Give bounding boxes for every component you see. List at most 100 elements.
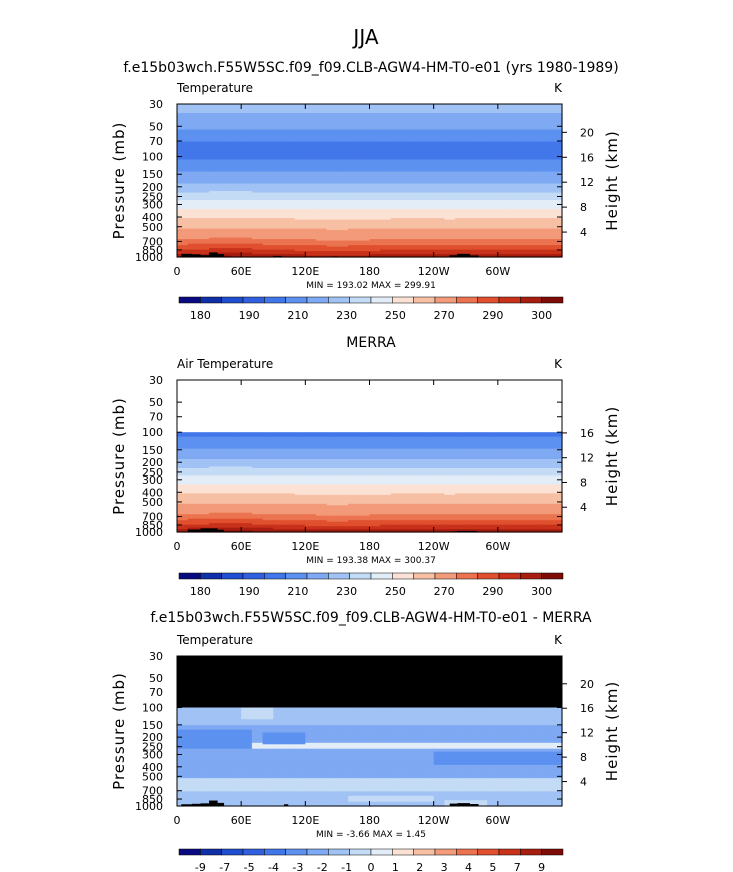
heatmap-cell [540, 254, 552, 257]
heatmap-cell [294, 444, 306, 447]
heatmap-cell [529, 200, 542, 203]
heatmap-cell [455, 441, 467, 444]
heatmap-cell [337, 188, 349, 191]
heatmap-cell [455, 168, 467, 171]
heatmap-cell [230, 204, 242, 207]
heatmap-cell [444, 174, 456, 177]
heatmap-cell [551, 210, 563, 213]
heatmap-cell [219, 243, 232, 246]
heatmap-cell [529, 221, 542, 224]
heatmap-cell [497, 472, 510, 475]
heatmap-cell [455, 236, 467, 239]
heatmap-cell [433, 117, 445, 120]
heatmap-cell [337, 128, 349, 131]
heatmap-cell [283, 237, 296, 240]
heatmap-cell [177, 179, 189, 182]
heatmap-cell [412, 243, 424, 246]
heatmap-cell [326, 144, 339, 147]
heatmap-cell [251, 464, 264, 468]
heatmap-cell [412, 222, 424, 225]
heatmap-cell [187, 164, 199, 167]
heatmap-cell [422, 171, 435, 174]
heatmap-cell [187, 116, 199, 119]
heatmap-cell [487, 159, 499, 162]
heatmap-cell [358, 460, 371, 463]
heatmap-cell [380, 460, 392, 463]
heatmap-cell [177, 435, 189, 438]
heatmap-cell [380, 170, 392, 173]
heatmap-cell [487, 218, 499, 221]
heatmap-cell [219, 203, 232, 206]
heatmap-cell [219, 453, 232, 456]
heatmap-cell [476, 438, 488, 441]
heatmap-cell [262, 108, 274, 111]
heatmap-cell [273, 478, 285, 481]
heatmap-cell [422, 252, 435, 255]
heatmap-cell [198, 228, 210, 231]
heatmap-cell [283, 131, 296, 134]
heatmap-cell [358, 129, 371, 132]
heatmap-cell [219, 135, 232, 138]
heatmap-cell [529, 453, 542, 456]
heatmap-cell [487, 177, 499, 180]
heatmap-cell [497, 225, 510, 228]
heatmap-cell [283, 140, 296, 143]
heatmap-cell [262, 476, 274, 480]
heatmap-cell [444, 105, 456, 108]
heatmap-cell [326, 156, 339, 159]
heatmap-cell [358, 167, 371, 170]
heatmap-cell [273, 433, 285, 436]
heatmap-cell [294, 473, 306, 477]
heatmap-cell [187, 252, 199, 255]
heatmap-cell [273, 221, 285, 224]
heatmap-cell [177, 240, 189, 243]
heatmap-cell [209, 108, 221, 111]
heatmap-cell [283, 215, 296, 218]
heatmap-cell [497, 180, 510, 183]
heatmap-cell [551, 243, 563, 246]
heatmap-cell [401, 165, 413, 168]
heatmap-cell [401, 134, 413, 137]
heatmap-cell [529, 173, 542, 176]
heatmap-cell [273, 177, 285, 180]
heatmap-cell [444, 108, 456, 111]
heatmap-cell [455, 234, 467, 237]
heatmap-cell [187, 224, 199, 227]
heatmap-cell [251, 239, 264, 242]
heatmap-cell [251, 170, 264, 173]
heatmap-cell [465, 438, 478, 441]
heatmap-cell [251, 195, 264, 198]
heatmap-cell [380, 245, 392, 248]
heatmap-cell [519, 224, 531, 227]
heatmap-cell [209, 218, 221, 221]
heatmap-cell [326, 212, 339, 215]
heatmap-cell [283, 448, 296, 451]
heatmap-cell [305, 445, 317, 448]
heatmap-cell [262, 464, 274, 468]
heatmap-cell [283, 162, 296, 165]
heatmap-cell [433, 222, 445, 225]
heatmap-cell [540, 454, 552, 457]
heatmap-cell [422, 126, 435, 129]
heatmap-cell [316, 212, 328, 215]
heatmap-cell [187, 120, 199, 123]
heatmap-cell [273, 114, 285, 117]
heatmap-cell [230, 219, 242, 222]
heatmap-cell [401, 215, 413, 218]
heatmap-cell [422, 248, 435, 251]
heatmap-cell [519, 116, 531, 119]
heatmap-cell [455, 188, 467, 191]
heatmap-cell [551, 463, 563, 466]
heatmap-cell [390, 146, 403, 149]
heatmap-cell [380, 117, 392, 120]
heatmap-cell [230, 221, 242, 224]
heatmap-cell [519, 212, 531, 215]
heatmap-cell [433, 466, 445, 469]
heatmap-cell [219, 129, 232, 132]
heatmap-cell [358, 435, 371, 438]
heatmap-cell [540, 227, 552, 230]
heatmap-cell [241, 153, 253, 156]
heatmap-cell [348, 107, 360, 110]
heatmap-cell [187, 114, 199, 117]
heatmap-cell [337, 441, 349, 444]
